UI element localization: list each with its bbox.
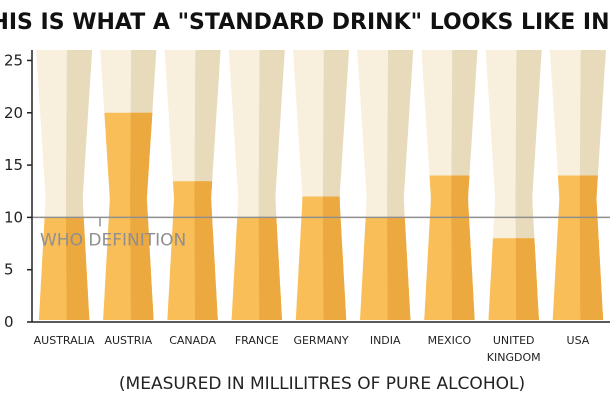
glass-0: [36, 50, 93, 320]
y-ticks-group: 0 5 10 15 20 25: [4, 51, 32, 331]
x-labels-group: AUSTRALIA AUSTRIA CANADA FRANCE GERMANY INDIA…: [34, 334, 590, 364]
bar-shade-7: [515, 238, 539, 320]
glass-5: [357, 50, 414, 320]
bar-shade-0: [66, 217, 90, 320]
bar-shade-8: [579, 175, 604, 320]
who-reference-label: WHO DEFINITION: [40, 230, 186, 250]
glass-4: [293, 50, 349, 320]
x-tick-label: UNITED: [493, 334, 535, 347]
y-tick-label: 25: [4, 51, 23, 69]
glass-7: [485, 50, 542, 320]
x-tick-label: MEXICO: [428, 334, 472, 347]
bar-shade-5: [387, 217, 411, 320]
reference-group: WHO DEFINITION: [32, 216, 610, 250]
glass-1: [100, 50, 157, 320]
bar-shade-4: [322, 196, 347, 320]
x-tick-label: AUSTRIA: [104, 334, 152, 347]
axes-group: [31, 50, 610, 323]
x-tick-label: GERMANY: [293, 334, 348, 347]
glass-6: [421, 50, 478, 320]
x-tick-label: AUSTRALIA: [34, 334, 95, 347]
glasses-group: [36, 50, 606, 320]
y-tick-label: 10: [4, 208, 23, 226]
x-tick-label: FRANCE: [235, 334, 279, 347]
bar-shade-6: [451, 175, 475, 320]
x-tick-label: KINGDOM: [487, 351, 541, 364]
bar-shade-3: [258, 217, 282, 320]
chart-subtitle: (MEASURED IN MILLILITRES OF PURE ALCOHOL…: [119, 374, 525, 394]
glass-3: [228, 50, 285, 320]
glass-2: [164, 50, 221, 320]
x-tick-label: INDIA: [370, 334, 401, 347]
y-tick-label: 5: [4, 261, 14, 279]
x-tick-label: CANADA: [169, 334, 216, 347]
bar-shade-2: [194, 181, 218, 320]
chart-title: THIS IS WHAT A "STANDARD DRINK" LOOKS LI…: [0, 10, 610, 35]
bar-shade-1: [130, 112, 154, 320]
glass-8: [549, 50, 606, 320]
y-tick-label: 15: [4, 156, 23, 174]
y-tick-label: 0: [4, 313, 14, 331]
y-tick-label: 20: [4, 104, 23, 122]
x-tick-label: USA: [567, 334, 590, 347]
